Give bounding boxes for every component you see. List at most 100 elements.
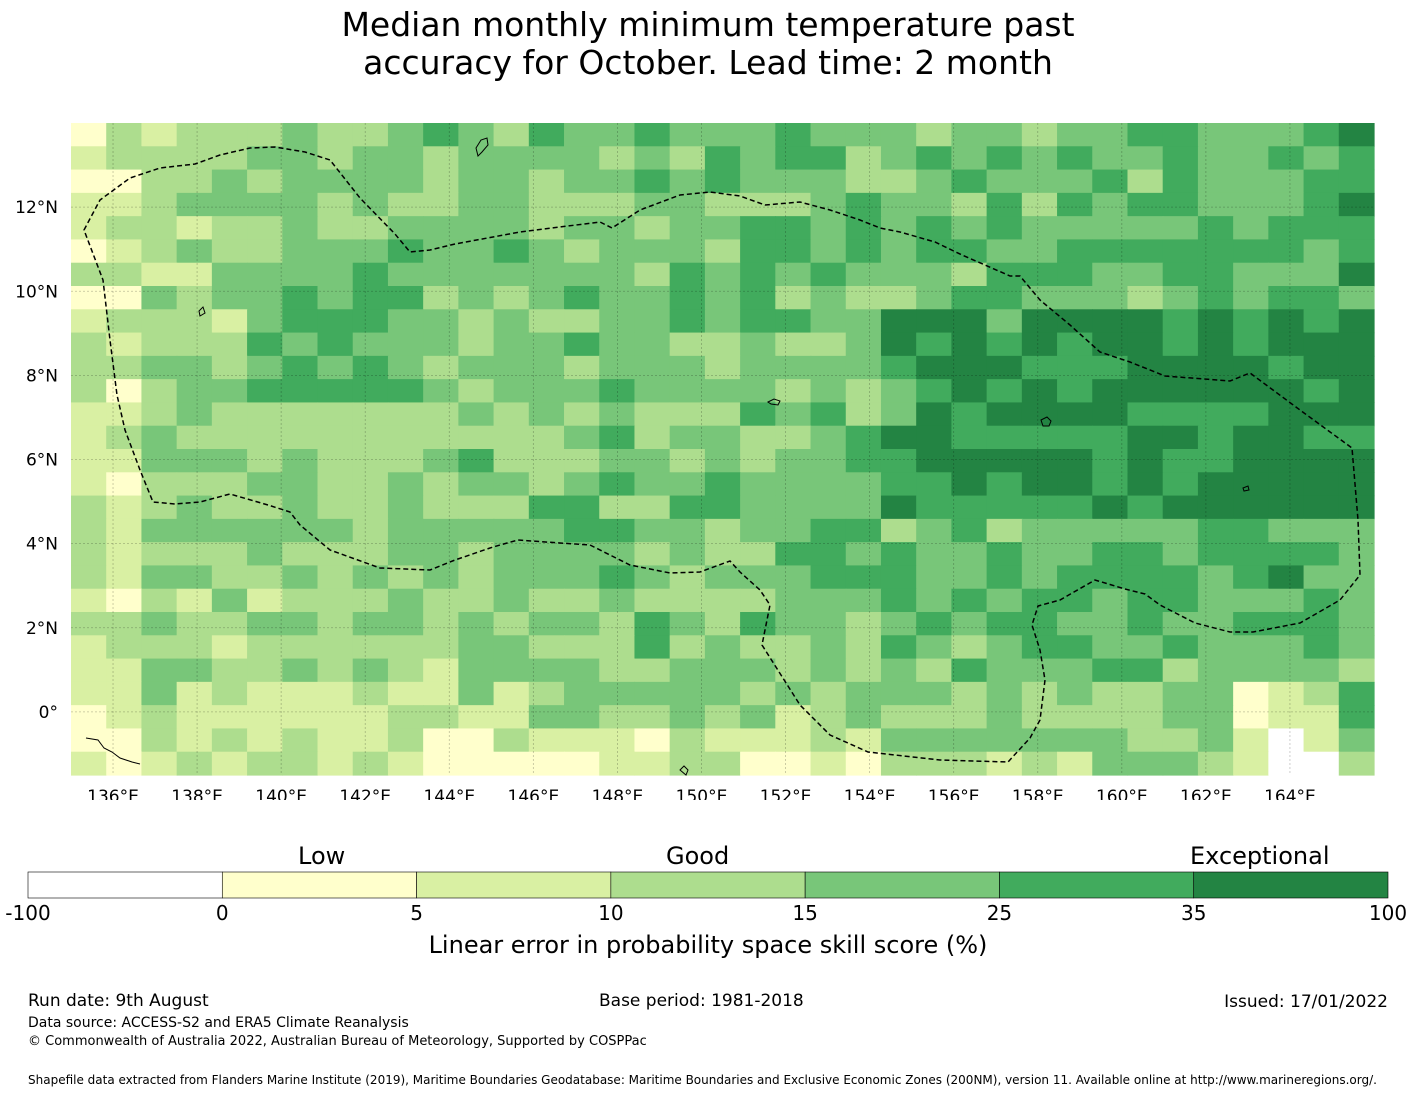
grid-cell bbox=[176, 449, 213, 473]
grid-cell bbox=[634, 681, 671, 706]
x-axis: 136°E 138°E 140°E 142°E 144°E 146°E 148°E 150°E… bbox=[87, 787, 1316, 800]
colorbar-tick-label: 10 bbox=[598, 901, 624, 925]
grid-cell bbox=[282, 262, 319, 287]
grid-cell bbox=[845, 239, 882, 264]
grid-cell bbox=[1233, 565, 1269, 590]
grid-cell bbox=[317, 169, 354, 194]
grid-cell bbox=[176, 588, 213, 613]
grid-cell bbox=[951, 658, 988, 683]
grid-cell bbox=[211, 355, 248, 380]
grid-cell bbox=[493, 518, 530, 543]
grid-cell bbox=[1233, 146, 1269, 171]
grid-cell bbox=[669, 216, 706, 241]
grid-cell bbox=[775, 379, 812, 404]
grid-cell bbox=[1268, 565, 1305, 590]
grid-cell bbox=[1338, 728, 1375, 753]
grid-cell bbox=[564, 402, 600, 427]
grid-cell bbox=[740, 658, 776, 683]
x-tick-label: 138°E bbox=[171, 787, 223, 800]
grid-cell bbox=[1197, 705, 1234, 730]
grid-cell bbox=[951, 169, 988, 194]
grid-cell bbox=[106, 588, 143, 613]
grid-cell bbox=[458, 239, 495, 264]
grid-cell bbox=[317, 495, 354, 520]
grid-cell bbox=[282, 728, 319, 753]
grid-cell bbox=[740, 169, 776, 194]
grid-cell bbox=[634, 635, 671, 660]
grid-cell bbox=[599, 472, 636, 497]
grid-cell bbox=[1021, 681, 1058, 706]
grid-cell bbox=[282, 681, 319, 706]
grid-cell bbox=[1233, 635, 1269, 660]
grid-cell bbox=[458, 658, 495, 683]
grid-cell bbox=[528, 262, 565, 287]
grid-cell bbox=[740, 262, 776, 287]
grid-cell bbox=[282, 332, 319, 357]
grid-cell bbox=[951, 565, 988, 590]
grid-cell bbox=[211, 123, 248, 147]
grid-cell bbox=[880, 495, 917, 520]
grid-cell bbox=[1162, 565, 1199, 590]
grid-cell bbox=[282, 379, 319, 404]
grid-cell bbox=[1021, 169, 1058, 194]
grid-cell bbox=[1338, 681, 1375, 706]
grid-cell bbox=[1092, 262, 1129, 287]
grid-cell bbox=[352, 728, 389, 753]
colorbar-tick-label: 0 bbox=[215, 901, 229, 925]
colorbar-tick-label: 5 bbox=[410, 901, 423, 925]
x-tick-label: 156°E bbox=[928, 787, 980, 800]
grid-cell bbox=[352, 379, 389, 404]
grid-cell bbox=[986, 612, 1023, 636]
grid-cell bbox=[1127, 658, 1164, 683]
grid-cell bbox=[458, 751, 495, 776]
grid-cell bbox=[528, 635, 565, 660]
grid-cell bbox=[951, 309, 988, 334]
grid-cell bbox=[247, 751, 283, 776]
grid-cell bbox=[106, 332, 143, 357]
grid-cell bbox=[564, 681, 600, 706]
grid-cell bbox=[141, 169, 178, 194]
grid-cell bbox=[387, 449, 424, 473]
grid-cell bbox=[634, 449, 671, 473]
grid-cell bbox=[1127, 449, 1164, 473]
grid-cell bbox=[740, 635, 776, 660]
grid-cell bbox=[282, 402, 319, 427]
grid-cell bbox=[775, 588, 812, 613]
grid-cell bbox=[634, 355, 671, 380]
grid-cell bbox=[1268, 355, 1305, 380]
grid-cell bbox=[775, 239, 812, 264]
grid-cell bbox=[951, 355, 988, 380]
grid-cell bbox=[1057, 565, 1093, 590]
grid-cell bbox=[493, 751, 530, 776]
grid-cell bbox=[810, 402, 847, 427]
grid-cell bbox=[810, 565, 847, 590]
grid-cell bbox=[740, 402, 776, 427]
grid-cell bbox=[1127, 495, 1164, 520]
grid-cell bbox=[141, 123, 178, 147]
grid-cell bbox=[1338, 588, 1375, 613]
grid-cell bbox=[634, 588, 671, 613]
grid-cell bbox=[704, 588, 741, 613]
grid-cell bbox=[1338, 518, 1375, 543]
grid-cell bbox=[634, 658, 671, 683]
grid-cell bbox=[352, 239, 389, 264]
grid-cell bbox=[71, 169, 107, 194]
grid-cell bbox=[1233, 192, 1269, 217]
grid-cell bbox=[423, 216, 459, 241]
grid-cell bbox=[634, 728, 671, 753]
grid-cell bbox=[986, 472, 1023, 497]
grid-cell bbox=[71, 658, 107, 683]
grid-cell bbox=[916, 472, 953, 497]
grid-cell bbox=[1303, 751, 1340, 776]
map-title: Median monthly minimum temperature past … bbox=[0, 6, 1416, 82]
grid-cell bbox=[1021, 146, 1058, 171]
grid-cell bbox=[564, 169, 600, 194]
grid-cell bbox=[1197, 518, 1234, 543]
grid-cell bbox=[1268, 588, 1305, 613]
grid-cell bbox=[211, 449, 248, 473]
grid-cell bbox=[916, 565, 953, 590]
grid-cell bbox=[845, 169, 882, 194]
grid-cell bbox=[1268, 286, 1305, 310]
grid-cell bbox=[740, 588, 776, 613]
grid-cell bbox=[1303, 286, 1340, 310]
